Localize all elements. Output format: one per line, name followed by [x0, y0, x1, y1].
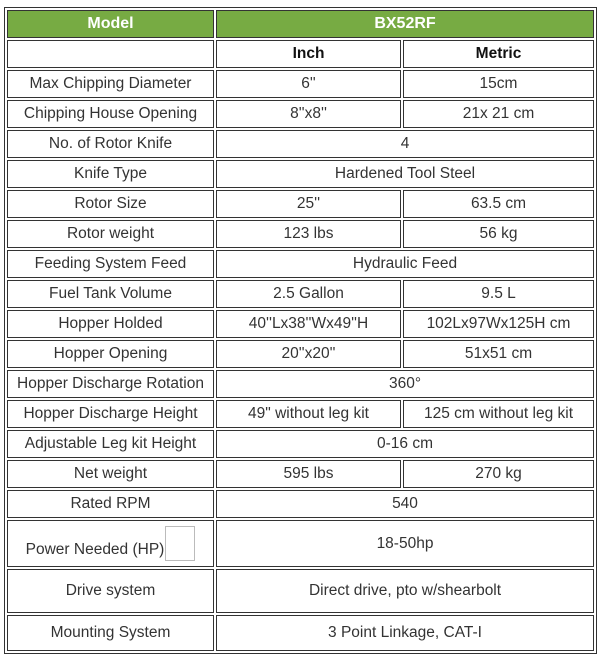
- spec-metric-cell: 9.5 L: [403, 280, 595, 308]
- spec-label: Rotor Size: [74, 195, 147, 212]
- metric-header-cell: Metric: [403, 40, 595, 68]
- spec-label: Rated RPM: [70, 495, 151, 512]
- table-row: Hopper Discharge Height 49" without leg k…: [7, 400, 595, 428]
- spec-label: Drive system: [65, 582, 156, 599]
- spec-label-cell: Hopper Holded: [7, 310, 214, 338]
- spec-label: Power Needed (HP): [25, 541, 165, 558]
- table-row: Fuel Tank Volume 2.5 Gallon 9.5 L: [7, 280, 595, 308]
- spec-label-cell: Hopper Opening: [7, 340, 214, 368]
- spec-metric-cell: 102Lx97Wx125H cm: [403, 310, 595, 338]
- spec-inch-cell: 25'': [216, 190, 401, 218]
- spec-label-cell: Max Chipping Diameter: [7, 70, 214, 98]
- spec-label: Hopper Discharge Rotation: [17, 375, 204, 392]
- spec-label-cell: Net weight: [7, 460, 214, 488]
- spec-metric-cell: 51x51 cm: [403, 340, 595, 368]
- spec-label-cell: Mounting System: [7, 615, 214, 651]
- spec-label-cell: Rotor Size: [7, 190, 214, 218]
- table-row: Hopper Holded 40''Lx38''Wx49''H 102Lx97Wx1…: [7, 310, 595, 338]
- table-row: Net weight 595 lbs 270 kg: [7, 460, 595, 488]
- table-row: Feeding System Feed Hydraulic Feed: [7, 250, 595, 278]
- spec-label-cell: No. of Rotor Knife: [7, 130, 214, 158]
- spec-value-cell: Hydraulic Feed: [216, 250, 595, 278]
- table-row: Adjustable Leg kit Height 0-16 cm: [7, 430, 595, 458]
- spec-label-cell: Hopper Discharge Rotation: [7, 370, 214, 398]
- unit-header-row: Inch Metric: [7, 40, 595, 68]
- spec-inch-cell: 40''Lx38''Wx49''H: [216, 310, 401, 338]
- table-row: Power Needed (HP) 18-50hp: [7, 520, 595, 567]
- spec-metric-cell: 21x 21 cm: [403, 100, 595, 128]
- spec-label: Chipping House Opening: [23, 105, 198, 122]
- table-row: Rated RPM 540: [7, 490, 595, 518]
- spec-inch-cell: 20''x20'': [216, 340, 401, 368]
- table-row: No. of Rotor Knife 4: [7, 130, 595, 158]
- unit-empty-cell: [7, 40, 214, 68]
- spec-inch-cell: 595 lbs: [216, 460, 401, 488]
- spec-metric-cell: 15cm: [403, 70, 595, 98]
- spec-label: Fuel Tank Volume: [49, 285, 172, 302]
- spec-label-cell: Drive system: [7, 569, 214, 613]
- spec-table: Model BX52RF Inch Metric Max Chipping Di…: [4, 7, 598, 654]
- spec-value-cell: 3 Point Linkage, CAT-I: [216, 615, 595, 651]
- spec-label: Adjustable Leg kit Height: [24, 435, 197, 452]
- table-row: Hopper Discharge Rotation 360°: [7, 370, 595, 398]
- spec-label-cell: Hopper Discharge Height: [7, 400, 214, 428]
- spec-inch-cell: 49" without leg kit: [216, 400, 401, 428]
- table-row: Max Chipping Diameter 6'' 15cm: [7, 70, 595, 98]
- table-row: Hopper Opening 20''x20'' 51x51 cm: [7, 340, 595, 368]
- spec-label-cell: Power Needed (HP): [7, 520, 214, 567]
- spec-value-cell: 18-50hp: [216, 520, 595, 567]
- spec-metric-cell: 56 kg: [403, 220, 595, 248]
- table-row: Rotor Size 25'' 63.5 cm: [7, 190, 595, 218]
- model-header-row: Model BX52RF: [7, 10, 595, 38]
- model-value-cell: BX52RF: [216, 10, 595, 38]
- spec-inch-cell: 8''x8'': [216, 100, 401, 128]
- spec-label-cell: Rotor weight: [7, 220, 214, 248]
- spec-value-cell: 4: [216, 130, 595, 158]
- spec-label: Hopper Opening: [53, 345, 168, 362]
- spec-label-cell: Chipping House Opening: [7, 100, 214, 128]
- spec-label-cell: Adjustable Leg kit Height: [7, 430, 214, 458]
- spec-inch-cell: 123 lbs: [216, 220, 401, 248]
- spec-label-cell: Fuel Tank Volume: [7, 280, 214, 308]
- spec-label-cell: Rated RPM: [7, 490, 214, 518]
- spec-metric-cell: 63.5 cm: [403, 190, 595, 218]
- spec-metric-cell: 270 kg: [403, 460, 595, 488]
- spec-label: Feeding System Feed: [34, 255, 187, 272]
- spec-metric-cell: 125 cm without leg kit: [403, 400, 595, 428]
- table-row: Knife Type Hardened Tool Steel: [7, 160, 595, 188]
- table-row: Drive system Direct drive, pto w/shearbol…: [7, 569, 595, 613]
- spec-inch-cell: 2.5 Gallon: [216, 280, 401, 308]
- spec-inch-cell: 6'': [216, 70, 401, 98]
- spec-label: Hopper Discharge Height: [23, 405, 198, 422]
- table-row: Rotor weight 123 lbs 56 kg: [7, 220, 595, 248]
- spec-label: No. of Rotor Knife: [48, 135, 173, 152]
- model-header-cell: Model: [7, 10, 214, 38]
- broken-image-placeholder-box: [165, 526, 196, 561]
- spec-value-cell: 0-16 cm: [216, 430, 595, 458]
- inch-header-cell: Inch: [216, 40, 401, 68]
- spec-value-cell: Hardened Tool Steel: [216, 160, 595, 188]
- spec-label-cell: Knife Type: [7, 160, 214, 188]
- spec-label: Net weight: [73, 465, 148, 482]
- spec-value-cell: 360°: [216, 370, 595, 398]
- table-row: Mounting System 3 Point Linkage, CAT-I: [7, 615, 595, 651]
- spec-value-cell: 540: [216, 490, 595, 518]
- table-row: Chipping House Opening 8''x8'' 21x 21 cm: [7, 100, 595, 128]
- spec-label: Rotor weight: [66, 225, 154, 242]
- spec-label: Knife Type: [74, 165, 147, 182]
- spec-label: Max Chipping Diameter: [29, 75, 192, 92]
- spec-label: Hopper Holded: [58, 315, 163, 332]
- spec-label: Mounting System: [50, 624, 171, 641]
- spec-value-cell: Direct drive, pto w/shearbolt: [216, 569, 595, 613]
- spec-label-cell: Feeding System Feed: [7, 250, 214, 278]
